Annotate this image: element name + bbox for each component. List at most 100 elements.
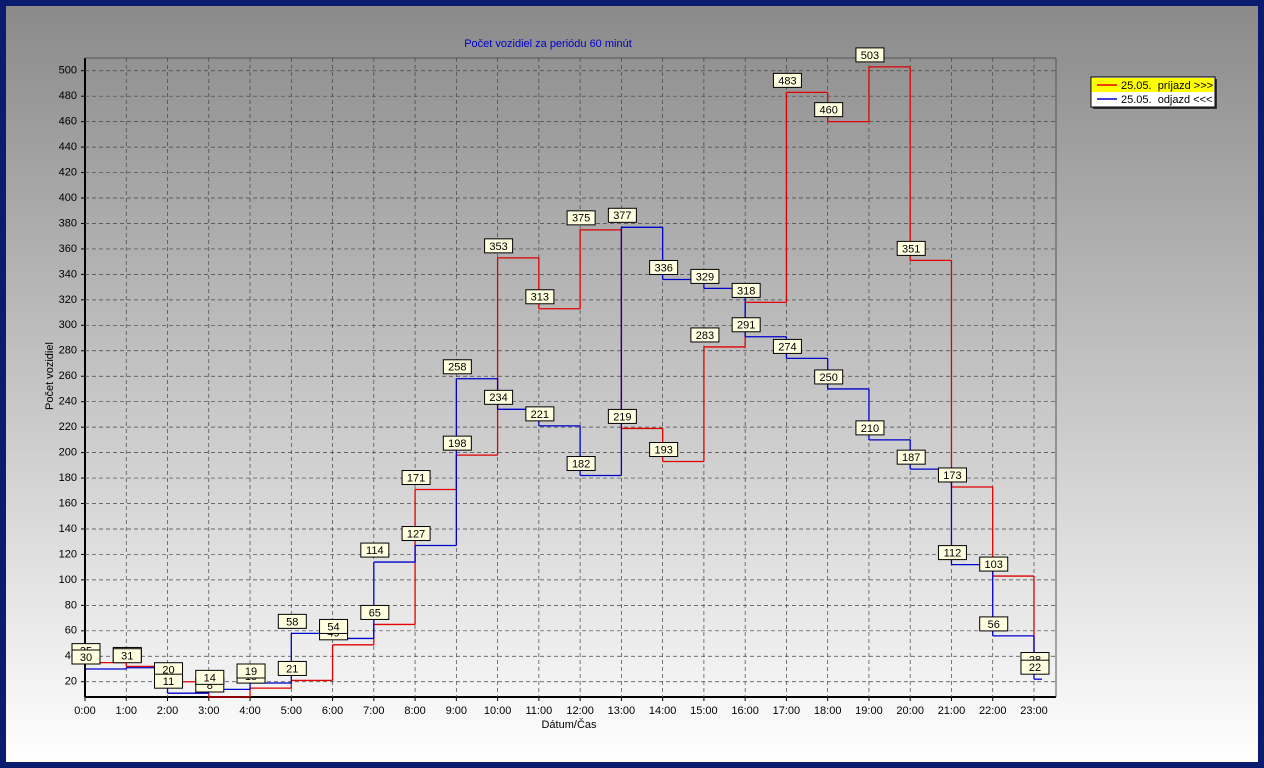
x-tick-label: 22:00 xyxy=(979,705,1007,717)
x-tick-label: 21:00 xyxy=(938,705,966,717)
value-label-box xyxy=(979,616,1009,632)
value-label-box xyxy=(607,207,637,223)
value-label-box xyxy=(979,556,1009,572)
value-label-box xyxy=(690,327,720,343)
value-label-box xyxy=(731,282,761,298)
x-tick-label: 23:00 xyxy=(1020,705,1048,717)
value-label: 503 xyxy=(861,50,879,62)
value-label: 54 xyxy=(327,621,339,633)
value-label-box xyxy=(937,545,967,561)
value-label: 210 xyxy=(861,423,879,435)
value-label-box xyxy=(401,526,431,542)
value-label: 258 xyxy=(448,362,466,374)
y-tick-label: 480 xyxy=(59,90,77,102)
value-label: 351 xyxy=(902,243,920,255)
y-tick-label: 500 xyxy=(59,65,77,77)
x-tick-label: 12:00 xyxy=(566,705,594,717)
value-label-box xyxy=(814,102,844,118)
x-tick-label: 20:00 xyxy=(896,705,924,717)
x-tick-label: 11:00 xyxy=(526,705,553,717)
value-label: 127 xyxy=(407,528,425,540)
value-label: 460 xyxy=(820,105,838,117)
y-tick-label: 440 xyxy=(59,141,77,153)
value-label: 377 xyxy=(613,210,631,222)
value-label: 65 xyxy=(369,607,381,619)
value-label: 198 xyxy=(448,438,466,450)
value-label: 483 xyxy=(778,75,796,87)
y-tick-label: 80 xyxy=(65,599,77,611)
legend-entry-background xyxy=(1092,78,1214,92)
y-tick-label: 100 xyxy=(59,574,77,586)
value-label: 193 xyxy=(654,444,672,456)
y-tick-label: 220 xyxy=(59,421,77,433)
y-tick-label: 400 xyxy=(59,192,77,204)
legend-label: 25.05. príjazd >>> xyxy=(1121,80,1213,92)
value-label-box xyxy=(112,648,142,664)
value-label-box xyxy=(566,456,596,472)
value-label-box xyxy=(607,408,637,424)
value-label: 103 xyxy=(985,559,1003,571)
x-tick-label: 15:00 xyxy=(690,705,718,717)
value-label-box xyxy=(937,467,967,483)
value-label: 336 xyxy=(654,262,672,274)
value-label-box xyxy=(401,470,431,486)
value-label: 318 xyxy=(737,285,755,297)
value-label: 114 xyxy=(366,545,384,557)
x-tick-label: 7:00 xyxy=(363,705,384,717)
value-label-box xyxy=(277,613,307,629)
value-label-box xyxy=(649,442,679,458)
value-label: 283 xyxy=(696,330,714,342)
chart-title: Počet vozidiel za periódu 60 minút xyxy=(464,38,632,50)
y-tick-label: 20 xyxy=(65,676,77,688)
value-label-box xyxy=(772,338,802,354)
y-tick-label: 420 xyxy=(59,166,77,178)
x-tick-label: 16:00 xyxy=(731,705,759,717)
value-label-box xyxy=(855,47,885,63)
y-tick-label: 280 xyxy=(59,345,77,357)
y-tick-label: 140 xyxy=(59,523,77,535)
legend-label: 25.05. odjazd <<< xyxy=(1121,94,1212,106)
y-tick-label: 380 xyxy=(59,217,77,229)
y-tick-label: 460 xyxy=(59,116,77,128)
value-label: 274 xyxy=(778,341,796,353)
value-label-box xyxy=(484,238,514,254)
y-tick-label: 360 xyxy=(59,243,77,255)
value-label: 21 xyxy=(286,663,298,675)
value-label: 353 xyxy=(489,241,507,253)
value-label: 58 xyxy=(286,616,298,628)
value-label-box xyxy=(195,669,225,685)
y-tick-label: 320 xyxy=(59,294,77,306)
value-label: 31 xyxy=(121,651,133,663)
value-label: 182 xyxy=(572,458,590,470)
value-label: 234 xyxy=(489,392,507,404)
x-tick-label: 1:00 xyxy=(116,705,137,717)
value-label: 19 xyxy=(245,666,257,678)
value-label-box xyxy=(1020,659,1050,675)
value-label-box xyxy=(731,317,761,333)
x-tick-label: 2:00 xyxy=(157,705,178,717)
x-tick-label: 5:00 xyxy=(281,705,302,717)
value-label: 56 xyxy=(988,619,1000,631)
legend-entry-background xyxy=(1092,92,1214,106)
y-tick-label: 180 xyxy=(59,472,77,484)
value-label-box xyxy=(236,663,266,679)
x-tick-label: 8:00 xyxy=(404,705,425,717)
x-tick-label: 19:00 xyxy=(855,705,883,717)
value-label-box xyxy=(649,259,679,275)
x-axis-label: Dátum/Čas xyxy=(541,718,597,731)
x-tick-label: 3:00 xyxy=(198,705,219,717)
y-tick-label: 200 xyxy=(59,447,77,459)
value-label: 187 xyxy=(902,452,920,464)
value-label: 329 xyxy=(696,271,714,283)
y-tick-label: 240 xyxy=(59,396,77,408)
value-label-box xyxy=(71,649,101,665)
value-label-box xyxy=(319,618,349,634)
value-label-box xyxy=(566,210,596,226)
value-label-box xyxy=(772,72,802,88)
value-label: 30 xyxy=(80,652,92,664)
value-label: 20 xyxy=(162,665,174,677)
value-label-box xyxy=(277,660,307,676)
value-label-box xyxy=(525,289,555,305)
value-label-box xyxy=(896,240,926,256)
